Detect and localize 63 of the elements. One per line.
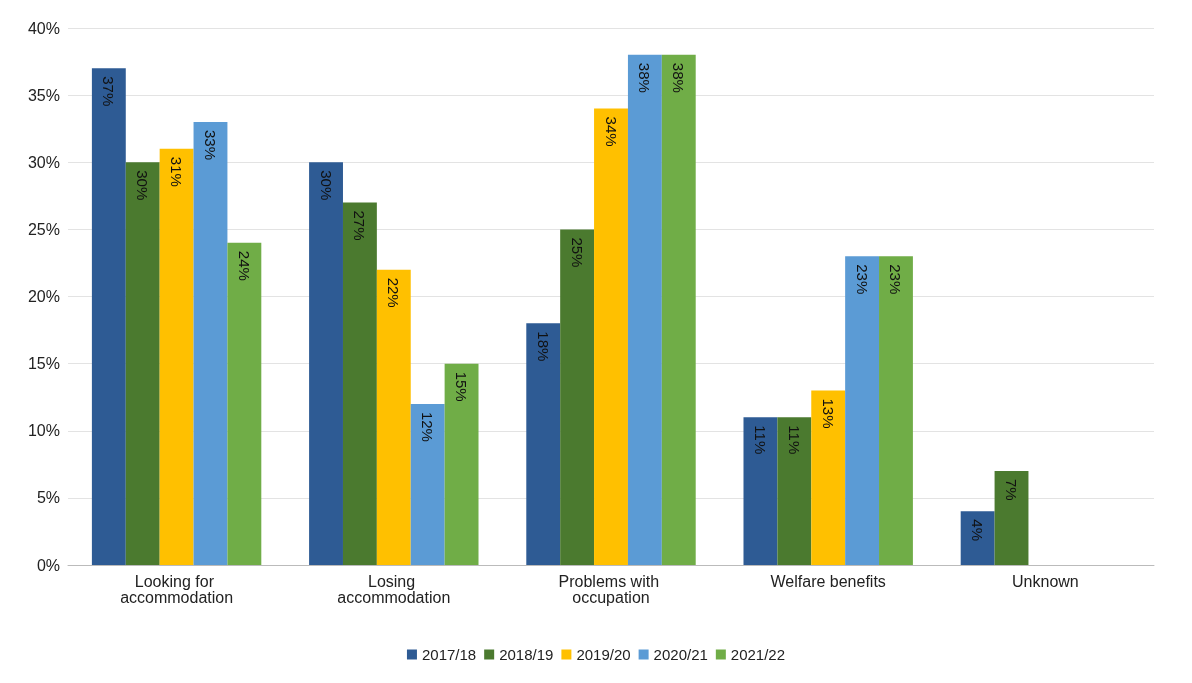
bar bbox=[994, 471, 1029, 565]
y-tick-label: 35% bbox=[27, 86, 60, 104]
bar bbox=[594, 108, 628, 565]
data-label: 7% bbox=[1003, 479, 1021, 501]
data-label: 31% bbox=[168, 156, 186, 187]
bar bbox=[743, 417, 778, 565]
legend-label: 2017/18 bbox=[421, 646, 477, 663]
legend-label: 2018/19 bbox=[499, 646, 554, 663]
bar bbox=[960, 511, 995, 565]
bar bbox=[342, 202, 377, 565]
bar bbox=[193, 121, 228, 565]
x-tick-label: Welfare benefits bbox=[770, 572, 886, 590]
y-tick-label: 5% bbox=[36, 489, 60, 507]
legend-label: 2021/22 bbox=[730, 646, 786, 663]
data-label: 18% bbox=[534, 331, 552, 362]
data-label: 13% bbox=[819, 398, 837, 429]
bar bbox=[159, 148, 194, 565]
y-tick-label: 10% bbox=[27, 422, 60, 440]
y-tick-label: 20% bbox=[27, 288, 60, 305]
bar bbox=[560, 229, 595, 565]
data-label: 37% bbox=[100, 76, 118, 107]
legend-label: 2020/21 bbox=[653, 646, 708, 663]
data-label: 22% bbox=[385, 277, 403, 308]
bar bbox=[410, 403, 445, 565]
bar bbox=[627, 54, 662, 565]
bar bbox=[309, 162, 343, 565]
y-tick-label: 30% bbox=[27, 153, 60, 171]
bar bbox=[376, 269, 411, 565]
data-label: 25% bbox=[568, 237, 586, 268]
bar bbox=[661, 54, 696, 565]
bar bbox=[777, 417, 812, 565]
bar bbox=[91, 68, 126, 565]
data-label: 30% bbox=[134, 170, 152, 201]
data-label: 33% bbox=[201, 129, 219, 161]
data-label: 27% bbox=[351, 210, 369, 241]
x-tick-label: Losing accommodation bbox=[337, 572, 451, 606]
x-tick-label: Looking for accommodation bbox=[120, 572, 234, 606]
data-label: 11% bbox=[785, 425, 803, 455]
data-label: 12% bbox=[419, 411, 437, 442]
bar bbox=[811, 390, 846, 565]
bar bbox=[227, 242, 262, 565]
data-label: 15% bbox=[453, 371, 471, 402]
data-label: 23% bbox=[887, 264, 905, 295]
x-tick-label: Problems with occupation bbox=[558, 572, 664, 606]
bar bbox=[444, 363, 479, 565]
y-tick-label: 40% bbox=[27, 19, 60, 37]
data-label: 38% bbox=[670, 62, 688, 93]
data-label: 11% bbox=[751, 425, 769, 455]
y-tick-label: 25% bbox=[27, 220, 60, 238]
bar bbox=[125, 162, 160, 565]
x-tick-label: Unknown bbox=[1012, 572, 1079, 590]
data-label: 30% bbox=[317, 170, 335, 201]
legend-label: 2019/20 bbox=[576, 646, 631, 663]
data-label: 38% bbox=[636, 62, 654, 93]
y-tick-label: 0% bbox=[36, 556, 60, 574]
bar bbox=[526, 323, 561, 565]
bar bbox=[845, 256, 880, 565]
data-label: 23% bbox=[853, 264, 871, 295]
data-label: 4% bbox=[969, 519, 987, 541]
bar bbox=[879, 256, 913, 565]
data-label: 34% bbox=[602, 116, 620, 147]
y-tick-label: 15% bbox=[27, 355, 60, 373]
data-label: 24% bbox=[235, 250, 253, 281]
